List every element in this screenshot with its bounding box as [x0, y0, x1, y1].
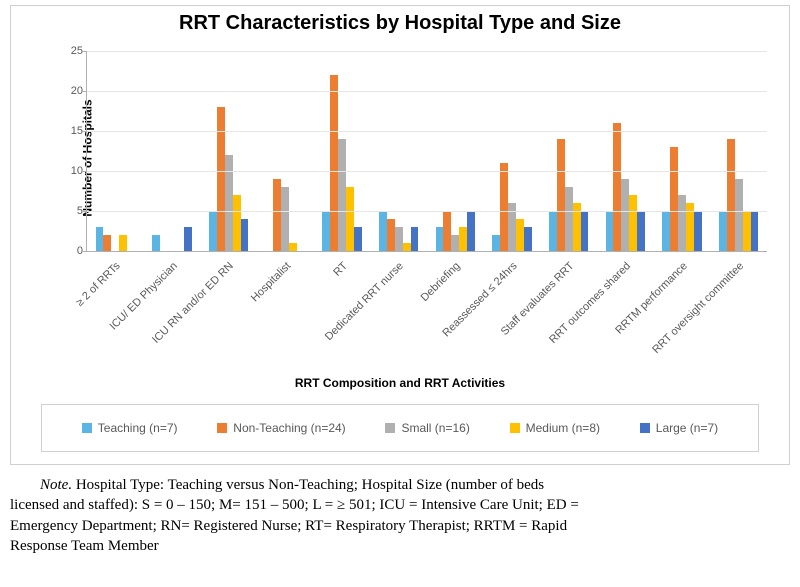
footnote-line: licensed and staffed): S = 0 – 150; M= 1…: [10, 495, 790, 515]
y-tick-mark: [83, 211, 87, 212]
bar: [451, 235, 459, 251]
y-tick-label: 15: [59, 125, 83, 137]
bar: [694, 211, 702, 251]
bar: [516, 219, 524, 251]
bar: [436, 227, 444, 251]
bars-layer: [87, 51, 767, 251]
footnote-line: Response Team Member: [10, 536, 790, 556]
y-tick-label: 5: [59, 205, 83, 217]
bar: [662, 211, 670, 251]
legend-item: Non-Teaching (n=24): [217, 421, 345, 435]
bar: [443, 211, 451, 251]
bar: [233, 195, 241, 251]
bar: [621, 179, 629, 251]
legend-label: Small (n=16): [401, 421, 469, 435]
bar: [613, 123, 621, 251]
legend-swatch: [82, 423, 92, 433]
bar: [492, 235, 500, 251]
bar: [273, 179, 281, 251]
bar: [500, 163, 508, 251]
legend-item: Medium (n=8): [510, 421, 600, 435]
legend-swatch: [640, 423, 650, 433]
bar: [557, 139, 565, 251]
legend-label: Teaching (n=7): [98, 421, 178, 435]
bar: [727, 139, 735, 251]
bar: [281, 187, 289, 251]
bar: [395, 227, 403, 251]
x-tick-label: ≥ 2 of RRTs: [74, 260, 123, 309]
gridline: [87, 211, 767, 212]
x-tick-label: Hospitalist: [248, 260, 292, 304]
x-tick-label: RT: [331, 260, 350, 279]
bar: [719, 211, 727, 251]
legend-item: Large (n=7): [640, 421, 718, 435]
y-tick-mark: [83, 131, 87, 132]
bar: [322, 211, 330, 251]
bar: [565, 187, 573, 251]
x-tick-label: RRT oversight committee: [650, 260, 746, 356]
bar: [467, 211, 475, 251]
footnote: Note. Hospital Type: Teaching versus Non…: [10, 475, 790, 556]
bar: [338, 139, 346, 251]
legend-label: Medium (n=8): [526, 421, 600, 435]
y-tick-label: 10: [59, 165, 83, 177]
bar: [524, 227, 532, 251]
gridline: [87, 51, 767, 52]
bar: [96, 227, 104, 251]
y-tick-label: 25: [59, 45, 83, 57]
bar: [606, 211, 614, 251]
bar: [184, 227, 192, 251]
bar: [629, 195, 637, 251]
y-tick-label: 20: [59, 85, 83, 97]
bar: [411, 227, 419, 251]
bar: [670, 147, 678, 251]
legend-item: Teaching (n=7): [82, 421, 178, 435]
bar: [581, 211, 589, 251]
legend-swatch: [385, 423, 395, 433]
footnote-line: Note. Hospital Type: Teaching versus Non…: [10, 475, 790, 495]
y-tick-mark: [83, 171, 87, 172]
bar: [387, 219, 395, 251]
x-axis-title: RRT Composition and RRT Activities: [11, 376, 789, 390]
y-tick-mark: [83, 51, 87, 52]
bar: [346, 187, 354, 251]
x-labels: ≥ 2 of RRTsICU/ ED PhysicianICU RN and/o…: [86, 256, 766, 366]
bar: [119, 235, 127, 251]
bar: [459, 227, 467, 251]
footnote-line: Emergency Department; RN= Registered Nur…: [10, 516, 790, 536]
bar: [209, 211, 217, 251]
legend: Teaching (n=7) Non-Teaching (n=24) Small (…: [41, 404, 759, 452]
chart-title: RRT Characteristics by Hospital Type and…: [11, 12, 789, 35]
bar: [735, 179, 743, 251]
legend-swatch: [217, 423, 227, 433]
bar: [743, 211, 751, 251]
gridline: [87, 91, 767, 92]
legend-item: Small (n=16): [385, 421, 469, 435]
bar: [678, 195, 686, 251]
y-tick-label: 0: [59, 245, 83, 257]
bar: [354, 227, 362, 251]
y-tick-mark: [83, 91, 87, 92]
bar: [379, 211, 387, 251]
bar: [403, 243, 411, 251]
bar: [152, 235, 160, 251]
gridline: [87, 171, 767, 172]
bar: [549, 211, 557, 251]
bar: [103, 235, 111, 251]
legend-swatch: [510, 423, 520, 433]
y-tick-mark: [83, 251, 87, 252]
bar: [637, 211, 645, 251]
bar: [225, 155, 233, 251]
legend-label: Large (n=7): [656, 421, 718, 435]
x-tick-label: Debriefing: [419, 260, 463, 304]
bar: [330, 75, 338, 251]
chart-container: RRT Characteristics by Hospital Type and…: [10, 5, 790, 465]
bar: [751, 211, 759, 251]
bar: [289, 243, 297, 251]
legend-label: Non-Teaching (n=24): [233, 421, 345, 435]
gridline: [87, 131, 767, 132]
plot-area: 0510152025: [86, 51, 767, 252]
bar: [241, 219, 249, 251]
bar: [217, 107, 225, 251]
